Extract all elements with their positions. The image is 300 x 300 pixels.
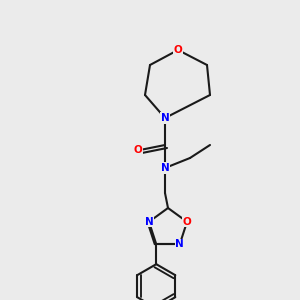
Text: O: O xyxy=(134,145,142,155)
Text: N: N xyxy=(160,113,169,123)
Text: O: O xyxy=(174,45,182,55)
Text: N: N xyxy=(145,217,153,227)
Text: N: N xyxy=(160,163,169,173)
Text: N: N xyxy=(176,239,184,249)
Text: O: O xyxy=(183,217,191,227)
